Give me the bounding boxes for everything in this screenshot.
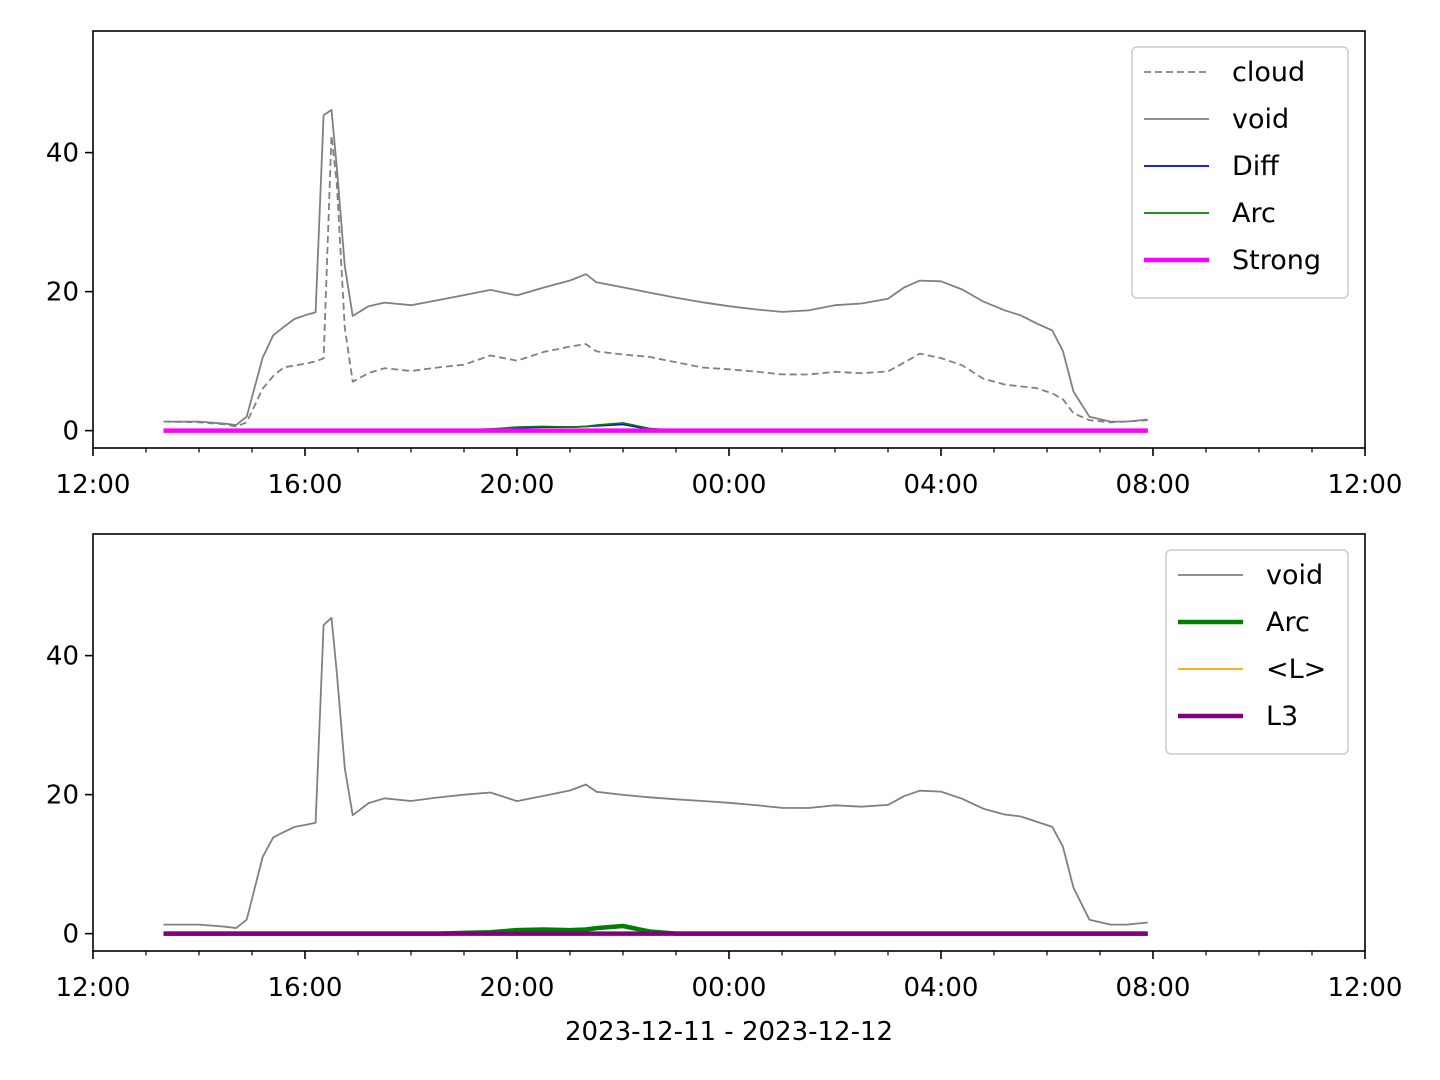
top-chart-legend-label-arc: Arc <box>1232 198 1276 229</box>
bottom-chart-series <box>163 616 1148 936</box>
top-chart-x-tick-label: 00:00 <box>692 470 767 500</box>
bottom-chart-series-void-line <box>163 616 1148 929</box>
top-chart-y-tick-label: 0 <box>62 417 79 447</box>
top-chart-panel: 12:00 16:00 20:00 00:00 04:00 08:00 12:00 0 20 4… <box>46 30 1403 500</box>
top-chart-y-tick-label: 40 <box>46 139 79 169</box>
bottom-chart-x-tick-label: 16:00 <box>268 973 343 1003</box>
bottom-chart-x-tick-label: 04:00 <box>904 973 979 1003</box>
top-chart-x-tick-label: 08:00 <box>1116 470 1191 500</box>
bottom-chart-legend-box <box>1165 549 1349 755</box>
bottom-chart-legend-label-void: void <box>1266 560 1323 591</box>
bottom-chart-x-tick-label: 00:00 <box>692 973 767 1003</box>
top-chart-legend: cloud void Diff Arc Strong <box>1131 46 1349 299</box>
top-chart-y-ticks: 0 20 40 <box>46 139 93 447</box>
top-chart-x-tick-label: 20:00 <box>480 470 555 500</box>
bottom-chart-panel: 12:00 16:00 20:00 00:00 04:00 08:00 12:00 0 20 4… <box>46 533 1403 1047</box>
top-chart-series-void-line <box>163 109 1148 426</box>
bottom-chart-x-tick-label: 12:00 <box>1328 973 1403 1003</box>
top-chart-x-ticks: 12:00 16:00 20:00 00:00 04:00 08:00 12:00 <box>56 448 1403 500</box>
bottom-chart-y-tick-label: 0 <box>62 920 79 950</box>
bottom-chart-x-axis-label: 2023-12-11 - 2023-12-12 <box>565 1017 893 1047</box>
top-chart-x-tick-label: 04:00 <box>904 470 979 500</box>
top-chart-series-cloud-line <box>163 134 1148 428</box>
top-chart-legend-box <box>1131 46 1349 299</box>
top-chart-legend-label-void: void <box>1232 104 1289 135</box>
bottom-chart-y-tick-label: 20 <box>46 781 79 811</box>
bottom-chart-x-tick-label: 12:00 <box>56 973 131 1003</box>
top-chart-y-tick-label: 20 <box>46 278 79 308</box>
top-chart-legend-label-strong: Strong <box>1232 245 1321 276</box>
top-chart-x-tick-label: 12:00 <box>1328 470 1403 500</box>
bottom-chart-y-tick-label: 40 <box>46 642 79 672</box>
top-chart-x-tick-label: 16:00 <box>268 470 343 500</box>
bottom-chart-legend-label-l: <L> <box>1266 654 1326 685</box>
top-chart-x-tick-label: 12:00 <box>56 470 131 500</box>
top-chart-legend-label-cloud: cloud <box>1232 57 1305 88</box>
top-chart-series <box>163 109 1148 433</box>
top-chart-legend-label-diff: Diff <box>1232 151 1280 182</box>
bottom-chart-legend-label-arc: Arc <box>1266 607 1310 638</box>
bottom-chart-legend-label-l3: L3 <box>1266 701 1298 732</box>
bottom-chart-x-tick-label: 20:00 <box>480 973 555 1003</box>
bottom-chart-y-ticks: 0 20 40 <box>46 642 93 950</box>
bottom-chart-legend: void Arc <L> L3 <box>1165 549 1349 755</box>
bottom-chart-x-ticks: 12:00 16:00 20:00 00:00 04:00 08:00 12:00 <box>56 951 1403 1003</box>
bottom-chart-x-tick-label: 08:00 <box>1116 973 1191 1003</box>
